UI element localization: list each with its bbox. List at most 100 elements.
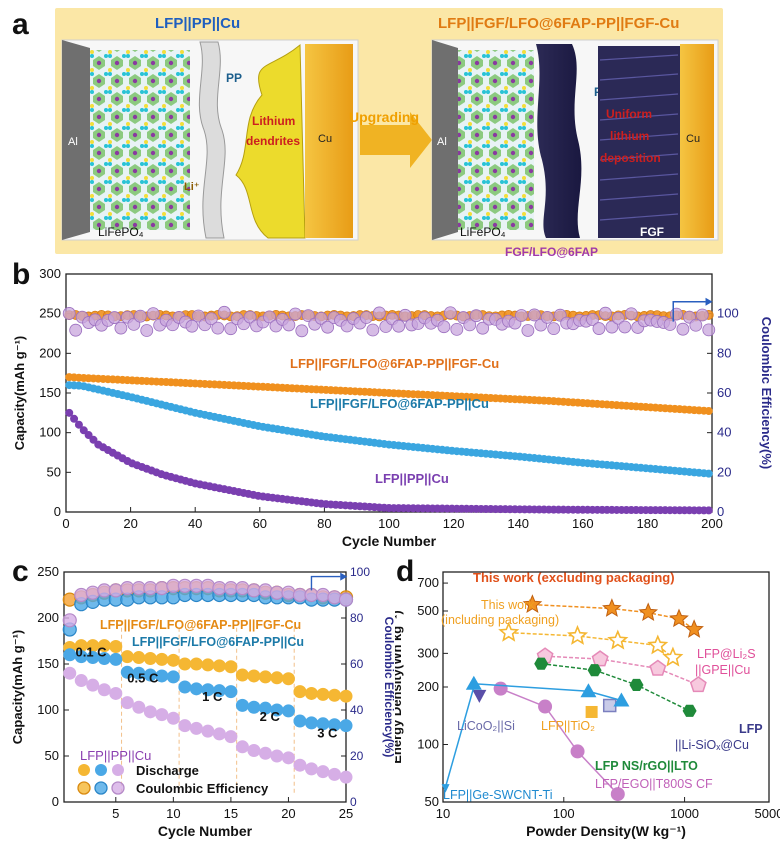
chart-b-ce-point — [676, 322, 690, 336]
chart-b-point-3 — [704, 506, 713, 515]
chart-c-point-3 — [201, 724, 215, 738]
chart-c-point-3 — [316, 765, 330, 779]
chart-d-anno-incl-1: This work — [481, 598, 535, 612]
chart-c-point-1 — [316, 687, 330, 701]
schematic-panel: Al LiFePO₄ PP Li⁺ Lithium dendrites Cu L… — [55, 8, 723, 259]
chart-c-point-3 — [178, 719, 192, 733]
cu-label-right: Cu — [686, 133, 700, 145]
chart-b-ce-point — [146, 307, 160, 321]
chart-c-point-1 — [304, 686, 318, 700]
chart-c-ce-arrowhead — [340, 572, 348, 581]
al-collector-right — [432, 40, 458, 240]
chart-d-point-7 — [602, 698, 617, 713]
chart-c-frame — [63, 571, 347, 803]
chart-c-point-2 — [109, 652, 123, 666]
chart-c-point-1 — [143, 651, 157, 665]
chart-b-ce-point — [140, 324, 154, 337]
chart-b-ytick-label: 0 — [54, 504, 61, 519]
chart-b-xtick-label: 140 — [507, 516, 529, 531]
chart-d-point-3 — [591, 650, 609, 667]
chart-b-ce-point — [689, 318, 703, 332]
chart-c-point-3 — [97, 683, 111, 697]
chart-d-xtick-label: 10 — [436, 806, 450, 821]
chart-b-xtick-label: 100 — [378, 516, 400, 531]
chart-d-point-9 — [613, 692, 630, 707]
chart-b-ytick-label: 200 — [39, 345, 61, 360]
chart-b-ce-point — [108, 311, 121, 324]
chart-c-ce-point — [154, 581, 169, 596]
chart-d-anno-rgo: LFP NS/rGO||LTO — [595, 759, 698, 773]
legend-ce-marker — [77, 781, 91, 795]
chart-d-point-1 — [684, 619, 704, 638]
chart-c-point-2 — [74, 650, 88, 664]
panel-letter-d: d — [396, 555, 415, 588]
chart-d-anno-excl: This work (excluding packaging) — [473, 570, 675, 585]
chart-c-point-2 — [247, 700, 261, 714]
chart-b-ce-point — [437, 320, 451, 334]
chart-c-ce-point — [281, 585, 296, 600]
chart-c-point-3 — [327, 767, 341, 781]
chart-c-point-3 — [339, 770, 353, 784]
chart-b-xtick-label: 160 — [572, 516, 594, 531]
chart-d-point-6 — [585, 705, 598, 718]
chart-d-xtick-label: 5000 — [755, 806, 780, 821]
chart-c-point-3 — [212, 727, 226, 741]
chart-c-y2tick-label: 60 — [350, 657, 364, 671]
chart-c-point-1 — [74, 639, 88, 653]
chart-c-point-2 — [316, 717, 330, 731]
chart-d-point-4 — [629, 678, 644, 691]
chart-c-point-2 — [304, 716, 318, 730]
chart-c-ce-point — [258, 583, 273, 598]
chart-d-point-8 — [493, 681, 508, 696]
chart-c-xtick-label: 20 — [281, 806, 295, 821]
chart-c-ytick-label: 50 — [45, 748, 59, 763]
chart-b-ce-point — [263, 310, 276, 324]
chart-d-point-4 — [682, 704, 697, 717]
chart-b-y2tick-label: 80 — [717, 345, 731, 360]
panel-letter-c: c — [12, 555, 29, 588]
legend-ce-label: Coulombic Efficiency — [136, 781, 269, 796]
chart-c-point-3 — [109, 686, 123, 700]
chart-d-ytick-label: 500 — [417, 603, 439, 618]
chart-c-point-2 — [120, 665, 134, 679]
left-cell-title: LFP||PP||Cu — [155, 15, 240, 32]
chart-c-point-3 — [293, 758, 307, 772]
chart-b-point-3 — [65, 408, 74, 417]
chart-c-y2tick-label: 0 — [350, 795, 357, 809]
chart-c-y2tick-label: 80 — [350, 611, 364, 625]
chart-d-anno-incl-2: (including packaging) — [441, 613, 559, 627]
chart-c-point-1 — [270, 671, 284, 685]
chart-b-ce-point — [618, 320, 632, 334]
chart-b-ce-point — [443, 306, 457, 320]
chart-c-point-3 — [247, 743, 261, 757]
chart-c-point-3 — [63, 666, 77, 680]
chart-c-point-3 — [74, 674, 88, 688]
chart-b-ce-point — [663, 318, 677, 331]
chart-c-point-3 — [155, 708, 169, 722]
chart-b-ytick-label: 150 — [39, 385, 61, 400]
chart-b-point-2 — [704, 469, 713, 478]
chart-b-ce-point — [204, 312, 218, 326]
chart-c-ce-arrow — [310, 575, 341, 591]
al-collector-left — [62, 40, 90, 240]
chart-c-point-2 — [258, 701, 272, 715]
panel-letter-b: b — [12, 258, 31, 291]
chart-b-y2tick-label: 20 — [717, 464, 731, 479]
chart-d-point-8 — [538, 699, 553, 714]
chart-c-point-1 — [86, 639, 100, 653]
chart-b-ce-point — [211, 321, 225, 335]
chart-b-ce-point — [624, 307, 638, 321]
chart-c-point-1 — [224, 660, 238, 674]
chart-b-ce-point — [592, 322, 606, 335]
chart-c-ce-point — [235, 581, 250, 596]
chart-d-point-2 — [498, 621, 520, 642]
chart-c-point-2 — [212, 684, 226, 698]
chart-c-rate-label: 0.5 C — [127, 670, 159, 685]
chart-b-ce-point — [288, 307, 302, 321]
right-cell: Al LiFePO₄ PP Uniform lithium deposition… — [431, 39, 719, 241]
chart-d-line-8 — [500, 687, 619, 795]
chart-d-line-4 — [541, 662, 690, 712]
chart-b-ce-point — [476, 321, 490, 335]
chart-b-xtick-label: 0 — [62, 516, 69, 531]
chart-b-ce-point — [301, 309, 315, 323]
